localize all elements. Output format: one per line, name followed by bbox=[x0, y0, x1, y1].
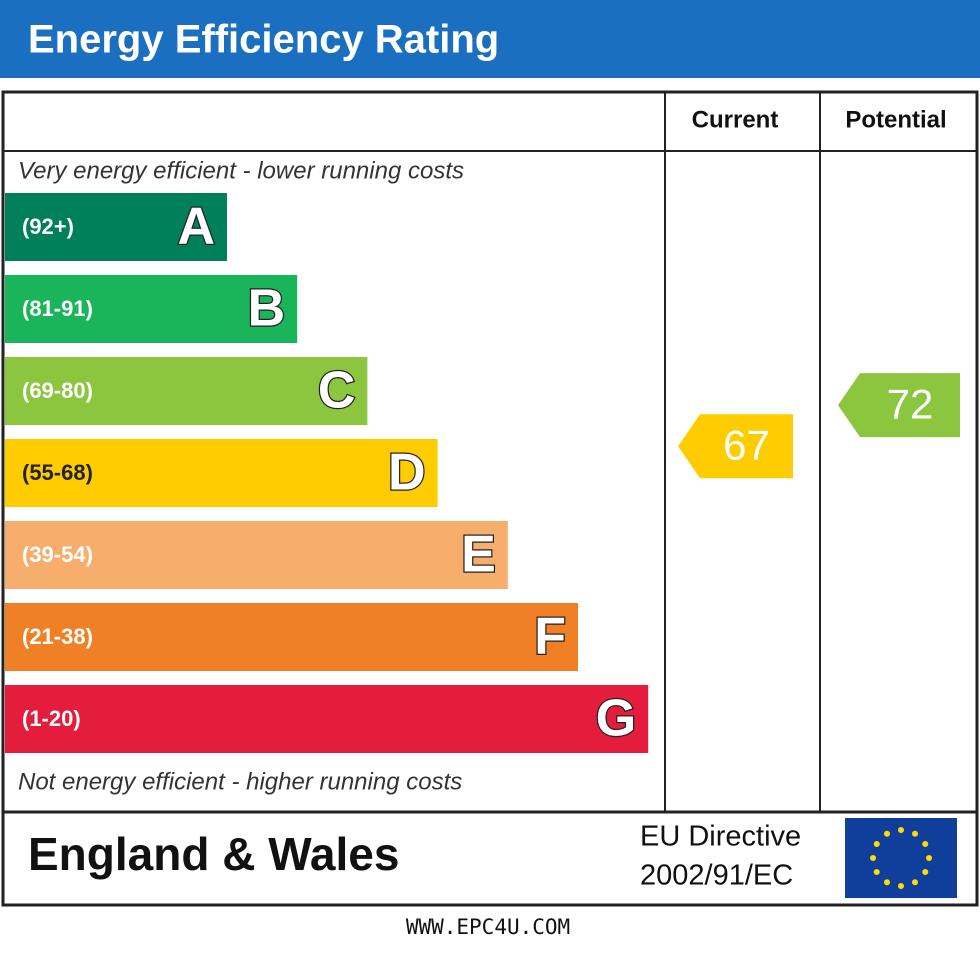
band-bar bbox=[5, 685, 649, 753]
star bbox=[870, 855, 876, 861]
band-bar bbox=[5, 357, 368, 425]
band-bar bbox=[5, 603, 578, 671]
region: England & Wales bbox=[28, 828, 399, 880]
frame bbox=[1, 90, 979, 907]
rating-value: 72 bbox=[887, 380, 934, 427]
title-bar bbox=[0, 0, 980, 78]
band-bar bbox=[5, 275, 298, 343]
band-bar bbox=[5, 439, 438, 507]
band-letter: F bbox=[534, 608, 566, 666]
star bbox=[898, 827, 904, 833]
band-range: (69-80) bbox=[22, 378, 93, 403]
band-range: (39-54) bbox=[22, 542, 93, 567]
star bbox=[898, 883, 904, 889]
band-letter: E bbox=[461, 526, 496, 584]
column-header: Current bbox=[692, 106, 779, 133]
bottom-note: Not energy efficient - higher running co… bbox=[18, 768, 462, 795]
star bbox=[884, 830, 890, 837]
band-range: (21-38) bbox=[22, 624, 93, 649]
source: WWW.EPC4U.COM bbox=[406, 915, 570, 939]
band-bar bbox=[5, 193, 227, 261]
directive: EU Directive bbox=[640, 821, 801, 853]
directive: 2002/91/EC bbox=[640, 860, 793, 892]
band-letter: D bbox=[388, 444, 426, 502]
rating-value: 67 bbox=[723, 421, 770, 468]
top-note: Very energy efficient - lower running co… bbox=[18, 157, 464, 184]
star bbox=[912, 879, 918, 886]
band-letter: A bbox=[177, 198, 215, 256]
title: Energy Efficiency Rating bbox=[28, 18, 499, 62]
star bbox=[912, 830, 918, 837]
star bbox=[926, 855, 932, 861]
column-header: Potential bbox=[845, 106, 946, 133]
star bbox=[873, 869, 880, 875]
star bbox=[873, 841, 880, 847]
star bbox=[922, 841, 929, 847]
band-letter: C bbox=[318, 362, 356, 420]
band-bar bbox=[5, 521, 508, 589]
bands: (92+) A (81-91) B (69-80) C (55-68) D (39-54) E (2… bbox=[5, 193, 960, 753]
star bbox=[922, 869, 929, 875]
band-range: (81-91) bbox=[22, 296, 93, 321]
band-letter: G bbox=[596, 690, 636, 748]
star bbox=[884, 879, 890, 886]
band-letter: B bbox=[248, 280, 286, 338]
rating-arrow bbox=[838, 373, 960, 438]
rating-arrow bbox=[678, 414, 793, 479]
eu-stars bbox=[870, 827, 932, 889]
band-range: (1-20) bbox=[22, 706, 81, 731]
band-range: (55-68) bbox=[22, 460, 93, 485]
band-range: (92+) bbox=[22, 214, 74, 239]
